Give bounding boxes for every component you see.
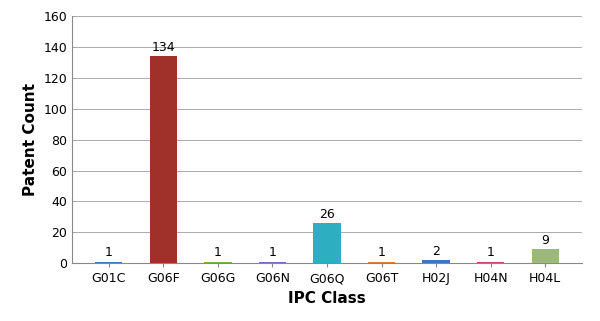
Y-axis label: Patent Count: Patent Count bbox=[23, 83, 38, 196]
Text: 1: 1 bbox=[377, 246, 385, 259]
Bar bbox=[368, 262, 395, 263]
Bar bbox=[422, 260, 450, 263]
X-axis label: IPC Class: IPC Class bbox=[288, 291, 366, 306]
Bar bbox=[259, 262, 286, 263]
Text: 1: 1 bbox=[214, 246, 222, 259]
Bar bbox=[532, 249, 559, 263]
Bar bbox=[204, 262, 232, 263]
Text: 2: 2 bbox=[432, 245, 440, 258]
Text: 26: 26 bbox=[319, 208, 335, 221]
Text: 134: 134 bbox=[152, 41, 175, 54]
Bar bbox=[150, 56, 177, 263]
Bar bbox=[95, 262, 122, 263]
Text: 1: 1 bbox=[269, 246, 277, 259]
Text: 1: 1 bbox=[105, 246, 113, 259]
Text: 1: 1 bbox=[487, 246, 494, 259]
Bar bbox=[313, 223, 341, 263]
Bar bbox=[477, 262, 504, 263]
Text: 9: 9 bbox=[541, 234, 549, 247]
